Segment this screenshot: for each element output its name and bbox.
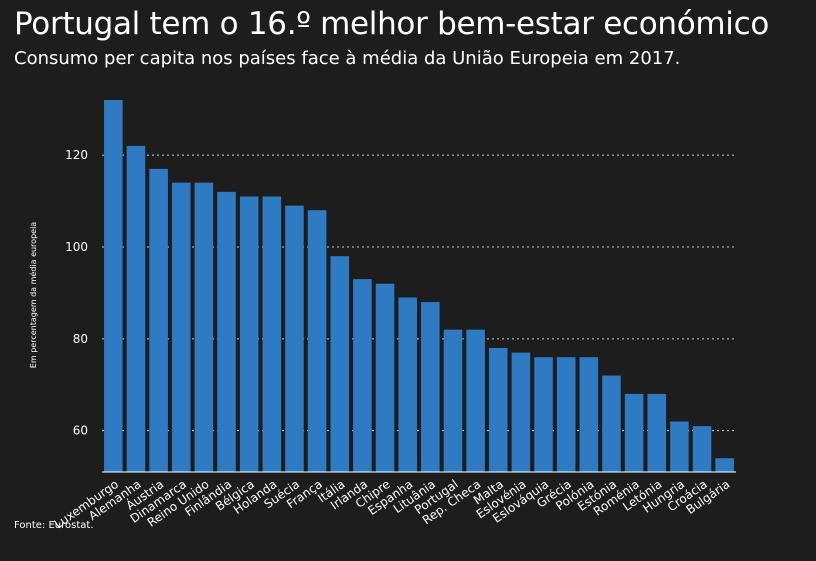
bar-bulg-ria xyxy=(715,458,734,472)
bar-rom-nia xyxy=(624,393,644,472)
bar-fran-a xyxy=(307,210,327,472)
bar-eslov-quia xyxy=(534,357,553,472)
bar-su-cia xyxy=(285,205,304,472)
bar-pol-nia xyxy=(579,357,599,472)
bars xyxy=(104,100,734,473)
y-tick-label: 100 xyxy=(65,240,88,254)
chart-subtitle: Consumo per capita nos países face à méd… xyxy=(14,48,681,69)
y-tick-label: 60 xyxy=(73,424,88,438)
chart-title: Portugal tem o 16.º melhor bem-estar eco… xyxy=(14,6,770,42)
bar-alemanha xyxy=(126,145,146,473)
bar-dinamarca xyxy=(171,182,191,472)
bar-rep-checa xyxy=(466,329,485,472)
y-tick-label: 80 xyxy=(73,332,88,346)
x-tick-labels: LuxemburgoAlemanhaÁustriaDinamarcaReino … xyxy=(52,476,733,531)
y-tick-labels: 60 80 100 120 xyxy=(65,148,88,438)
y-tick-label: 120 xyxy=(65,148,88,162)
bar-luxemburgo xyxy=(104,100,123,472)
bar-est-nia xyxy=(602,375,621,472)
bar-litu-nia xyxy=(421,302,440,472)
bar--ustria xyxy=(149,168,168,472)
bar-gr-cia xyxy=(556,357,576,472)
bar-chipre xyxy=(375,283,395,472)
bar-let-nia xyxy=(647,393,667,472)
bar-finl-ndia xyxy=(217,191,236,472)
y-axis-label: Em percentagem da média europeia xyxy=(28,222,38,368)
bar-irlanda xyxy=(353,279,372,472)
bar-holanda xyxy=(262,196,282,472)
bar-it-lia xyxy=(330,256,350,472)
bar-b-lgica xyxy=(239,196,259,472)
bar-reino-unido xyxy=(194,182,214,472)
bar-eslov-nia xyxy=(511,352,531,472)
bar-hungria xyxy=(670,421,689,472)
bar-cro-cia xyxy=(692,426,712,472)
bar-portugal xyxy=(443,329,463,472)
bar-espanha xyxy=(398,297,417,472)
bar-malta xyxy=(488,348,508,472)
source-note: Fonte: Eurostat. xyxy=(14,520,94,531)
